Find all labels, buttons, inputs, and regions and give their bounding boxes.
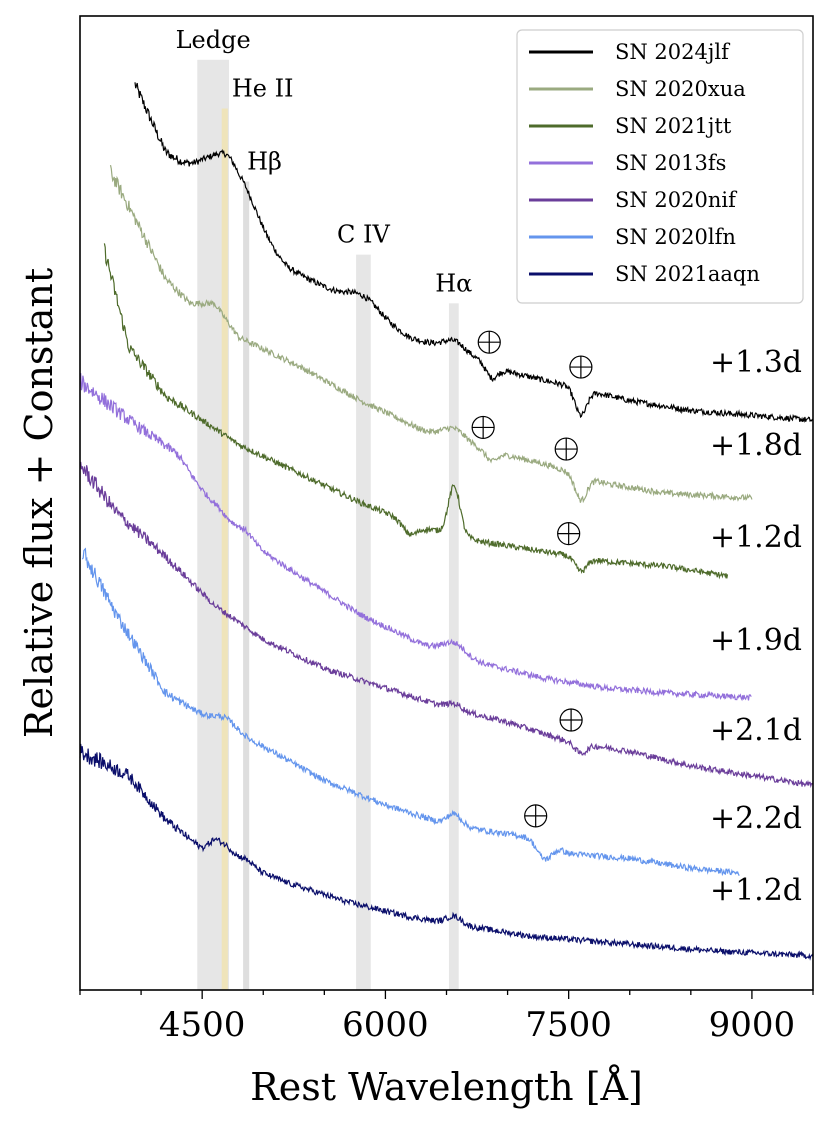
telluric-icon bbox=[477, 330, 501, 354]
telluric-icon bbox=[524, 804, 548, 828]
epoch-label-6: +1.2d bbox=[710, 873, 802, 908]
line-regions bbox=[197, 59, 459, 991]
telluric-icon bbox=[559, 708, 583, 732]
series-line-5 bbox=[81, 547, 740, 877]
telluric-icon bbox=[554, 437, 578, 461]
axes: 4500 6000 7500 9000 Rest Wavelength [Å] Relat… bbox=[17, 15, 814, 1109]
x-tick-label-2: 7500 bbox=[525, 1005, 612, 1045]
legend-box bbox=[516, 29, 804, 304]
region-label-1: He II bbox=[232, 75, 294, 103]
legend-entry-3: SN 2013fs bbox=[615, 151, 726, 175]
series-line-2 bbox=[103, 243, 729, 580]
annotations: Ledge He II Hβ C IV Hα +1.3d +1.8d +1.2d +1.9d +2… bbox=[176, 26, 802, 908]
epoch-label-3: +1.9d bbox=[710, 623, 802, 658]
y-axis-label: Relative flux + Constant bbox=[17, 268, 61, 738]
region-label-2: Hβ bbox=[247, 148, 282, 176]
epoch-label-5: +2.2d bbox=[710, 801, 802, 836]
legend-entry-5: SN 2020lfn bbox=[615, 225, 736, 249]
region-band-3 bbox=[356, 254, 371, 990]
legend-entry-1: SN 2020xua bbox=[615, 77, 746, 101]
legend-entry-6: SN 2021aaqn bbox=[615, 262, 760, 286]
region-band-2 bbox=[243, 181, 250, 990]
series-line-0 bbox=[134, 82, 814, 423]
series-line-6 bbox=[79, 743, 814, 961]
x-tick-label-1: 6000 bbox=[342, 1005, 429, 1045]
series-line-1 bbox=[109, 164, 753, 504]
legend-entry-4: SN 2020nif bbox=[615, 188, 738, 212]
x-axis-label: Rest Wavelength [Å] bbox=[250, 1065, 643, 1109]
epoch-label-0: +1.3d bbox=[710, 345, 802, 380]
epoch-label-2: +1.2d bbox=[710, 520, 802, 555]
telluric-icon bbox=[471, 415, 495, 440]
x-tick-label-0: 4500 bbox=[159, 1005, 246, 1045]
region-band-1 bbox=[221, 108, 228, 990]
region-label-4: Hα bbox=[435, 269, 472, 297]
epoch-label-1: +1.8d bbox=[710, 428, 802, 463]
legend-entry-2: SN 2021jtt bbox=[615, 114, 732, 138]
telluric-icon bbox=[557, 521, 581, 546]
epoch-label-4: +2.1d bbox=[710, 713, 802, 748]
x-tick-label-3: 9000 bbox=[709, 1005, 796, 1045]
legend: SN 2024jlf SN 2020xua SN 2021jtt SN 2013fs S… bbox=[516, 29, 804, 304]
spectra-series bbox=[79, 82, 814, 961]
series-line-4 bbox=[79, 461, 814, 789]
telluric-icon bbox=[569, 355, 593, 379]
region-label-3: C IV bbox=[337, 221, 390, 249]
region-band-4 bbox=[448, 303, 459, 991]
legend-entry-0: SN 2024jlf bbox=[615, 40, 731, 64]
region-label-0: Ledge bbox=[176, 26, 251, 54]
series-line-3 bbox=[79, 373, 752, 702]
